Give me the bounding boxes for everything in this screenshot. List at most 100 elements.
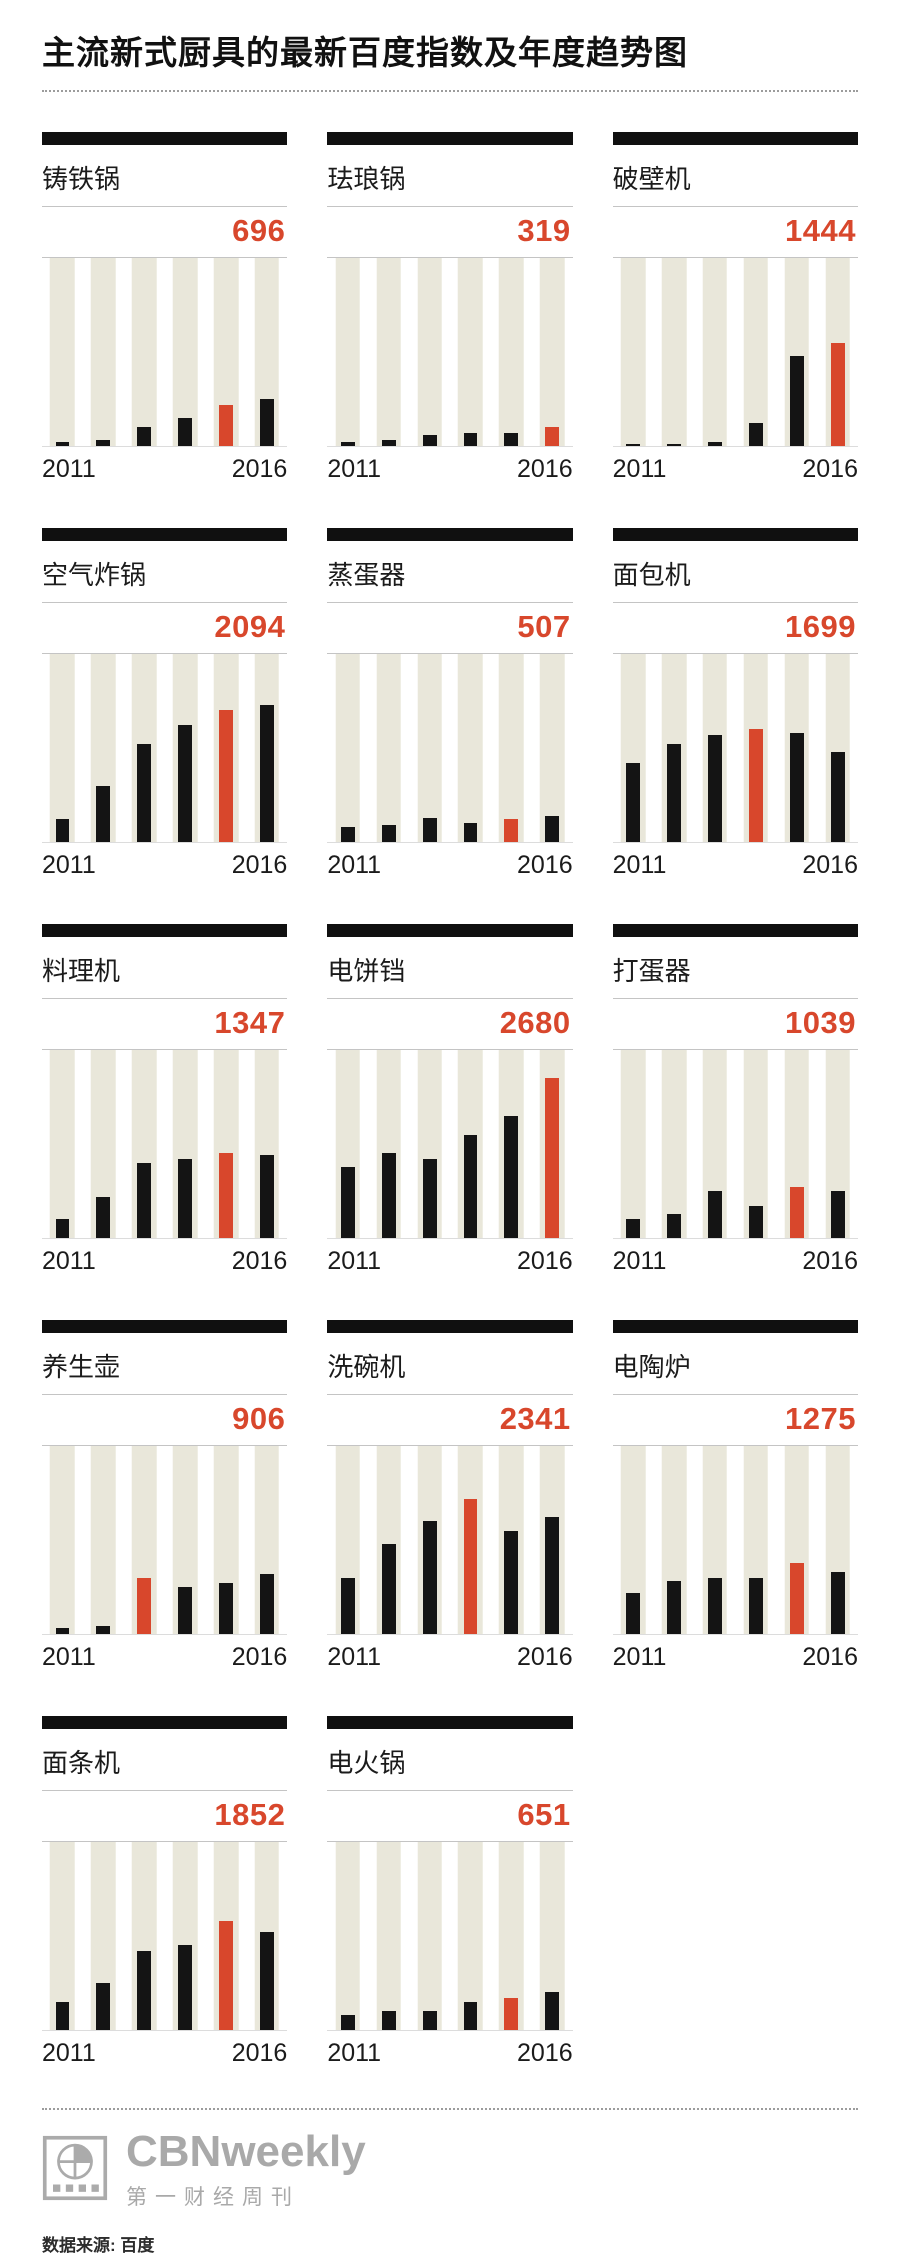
value-bar <box>707 442 722 446</box>
year-slot <box>206 654 247 842</box>
value-bar <box>340 1166 355 1238</box>
background-stripe <box>539 654 565 842</box>
x-axis-labels: 2011 2016 <box>327 2039 572 2068</box>
value-bar-highlight <box>219 404 233 446</box>
x-label-start: 2011 <box>612 1643 667 1671</box>
x-label-start: 2011 <box>42 1643 96 1671</box>
x-label-end: 2016 <box>802 1247 858 1275</box>
value-bar <box>340 826 355 842</box>
x-label-start: 2011 <box>42 851 96 879</box>
year-slot <box>327 1050 368 1238</box>
chart-card: 电陶炉 1275 2011 2016 <box>612 1320 858 1672</box>
chart-plot <box>327 1446 573 1635</box>
chart-title: 打蛋器 <box>612 951 858 999</box>
value-bar <box>707 734 722 842</box>
value-bar <box>707 1191 722 1238</box>
value-bar <box>381 825 396 842</box>
x-label-start: 2011 <box>327 455 382 483</box>
value-bar <box>667 1213 681 1238</box>
x-label-end: 2016 <box>802 1643 858 1671</box>
year-slot <box>246 258 287 446</box>
value-bar <box>422 1159 437 1238</box>
year-slot <box>532 1446 573 1634</box>
brand-name: CBNweekly <box>126 2127 366 2176</box>
year-slot <box>735 258 776 446</box>
value-bar <box>463 432 478 446</box>
chart-latest-value: 1347 <box>42 999 288 1050</box>
value-bar-highlight <box>789 1562 804 1634</box>
value-bar <box>463 1134 478 1238</box>
background-stripe <box>702 258 728 446</box>
year-slot <box>124 1842 165 2030</box>
chart-title: 破壁机 <box>612 159 858 207</box>
year-slot <box>532 654 573 842</box>
chart-card: 铸铁锅 696 2011 2016 <box>42 132 288 484</box>
x-label-end: 2016 <box>231 2039 288 2067</box>
x-label-end: 2016 <box>517 1247 573 1275</box>
year-slot <box>776 654 817 842</box>
value-bar <box>178 1945 193 2030</box>
background-stripe <box>661 1050 687 1238</box>
value-bar <box>463 823 478 842</box>
value-bar-highlight <box>789 1187 804 1238</box>
footer-divider <box>42 2108 858 2110</box>
year-slot <box>124 1050 165 1238</box>
chart-title: 电陶炉 <box>612 1347 858 1395</box>
chart-title: 蒸蛋器 <box>327 555 573 603</box>
value-bar <box>259 1573 274 1634</box>
x-label-end: 2016 <box>231 1643 288 1671</box>
x-label-end: 2016 <box>231 851 288 879</box>
chart-topbar <box>327 1320 573 1333</box>
value-bar <box>545 1517 560 1634</box>
year-slot <box>776 1446 817 1634</box>
background-stripe <box>499 654 524 842</box>
value-bar <box>340 2014 355 2030</box>
x-label-start: 2011 <box>327 1643 382 1671</box>
background-stripe <box>417 654 442 842</box>
chart-card: 面条机 1852 2011 2016 <box>42 1716 288 2068</box>
year-slot <box>165 654 206 842</box>
chart-latest-value: 2094 <box>42 603 288 654</box>
value-bar <box>504 1530 519 1634</box>
background-stripe <box>335 258 361 446</box>
value-bar <box>259 1155 274 1238</box>
chart-plot <box>42 654 288 843</box>
year-slot <box>694 1446 735 1634</box>
year-slot <box>776 1050 817 1238</box>
year-slot <box>613 258 654 446</box>
chart-topbar <box>42 1716 288 1729</box>
year-slot <box>613 654 654 842</box>
value-bar-highlight <box>545 1078 560 1238</box>
value-bar <box>545 815 560 842</box>
year-slot <box>491 654 532 842</box>
year-slot <box>368 654 409 842</box>
background-stripe <box>743 258 769 446</box>
year-slot <box>735 1050 776 1238</box>
value-bar-highlight <box>830 342 845 446</box>
year-slot <box>83 1842 124 2030</box>
year-slot <box>817 1050 858 1238</box>
value-bar <box>626 1592 641 1634</box>
year-slot <box>409 1446 450 1634</box>
value-bar <box>748 423 763 446</box>
year-slot <box>450 258 491 446</box>
chart-card: 养生壶 906 2011 2016 <box>42 1320 288 1672</box>
background-stripe <box>458 654 483 842</box>
year-slot <box>450 654 491 842</box>
value-bar <box>504 1115 519 1238</box>
x-label-start: 2011 <box>612 851 667 879</box>
value-bar <box>137 1951 152 2030</box>
year-slot <box>124 258 165 446</box>
value-bar <box>96 1626 111 1634</box>
value-bar <box>178 1587 193 1634</box>
chart-latest-value: 1852 <box>42 1791 288 1842</box>
chart-title: 铸铁锅 <box>42 159 288 207</box>
background-stripe <box>417 1842 442 2030</box>
year-slot <box>654 1050 695 1238</box>
chart-topbar <box>612 924 858 937</box>
chart-latest-value: 507 <box>327 603 573 654</box>
value-bar <box>830 1191 845 1238</box>
year-slot <box>327 1842 368 2030</box>
year-slot <box>532 1842 573 2030</box>
background-stripe <box>376 1842 401 2030</box>
